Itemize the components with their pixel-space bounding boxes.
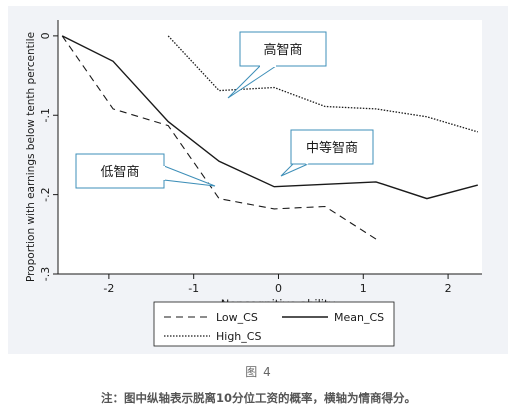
x-tick-label: 2 xyxy=(445,282,452,295)
y-tick-label: -.2 xyxy=(39,187,52,201)
x-tick-label: -1 xyxy=(188,282,199,295)
series-line-high-cs xyxy=(167,35,478,133)
figure-note: 注：图中纵轴表示脱离10分位工资的概率，横轴为情商得分。 xyxy=(100,391,416,405)
y-axis-title: Proportion with earnings below tenth per… xyxy=(25,32,37,282)
x-tick-label: -2 xyxy=(103,282,114,295)
callout-label-low: 低智商 xyxy=(100,165,139,180)
series-line-low-cs xyxy=(61,35,377,240)
legend-label: Low_CS xyxy=(216,311,258,324)
legend-label: Mean_CS xyxy=(334,311,384,324)
x-tick-label: 0 xyxy=(275,282,282,295)
callout-label-high: 高智商 xyxy=(263,42,302,58)
series-line-mean-cs xyxy=(61,35,478,200)
callout-box xyxy=(239,31,327,67)
callout-box xyxy=(75,153,165,189)
callout-box xyxy=(290,129,374,165)
legend-box xyxy=(153,301,395,347)
callout-label-mid: 中等智商 xyxy=(306,140,358,156)
x-tick-label: 1 xyxy=(360,282,367,295)
callout-seam xyxy=(298,157,309,165)
legend-label: High_CS xyxy=(216,330,261,343)
y-tick-label: -.3 xyxy=(39,267,52,281)
y-tick-label: 0 xyxy=(39,32,52,39)
figure-label: 图 4 xyxy=(245,365,272,379)
y-tick-label: -.1 xyxy=(39,108,52,122)
